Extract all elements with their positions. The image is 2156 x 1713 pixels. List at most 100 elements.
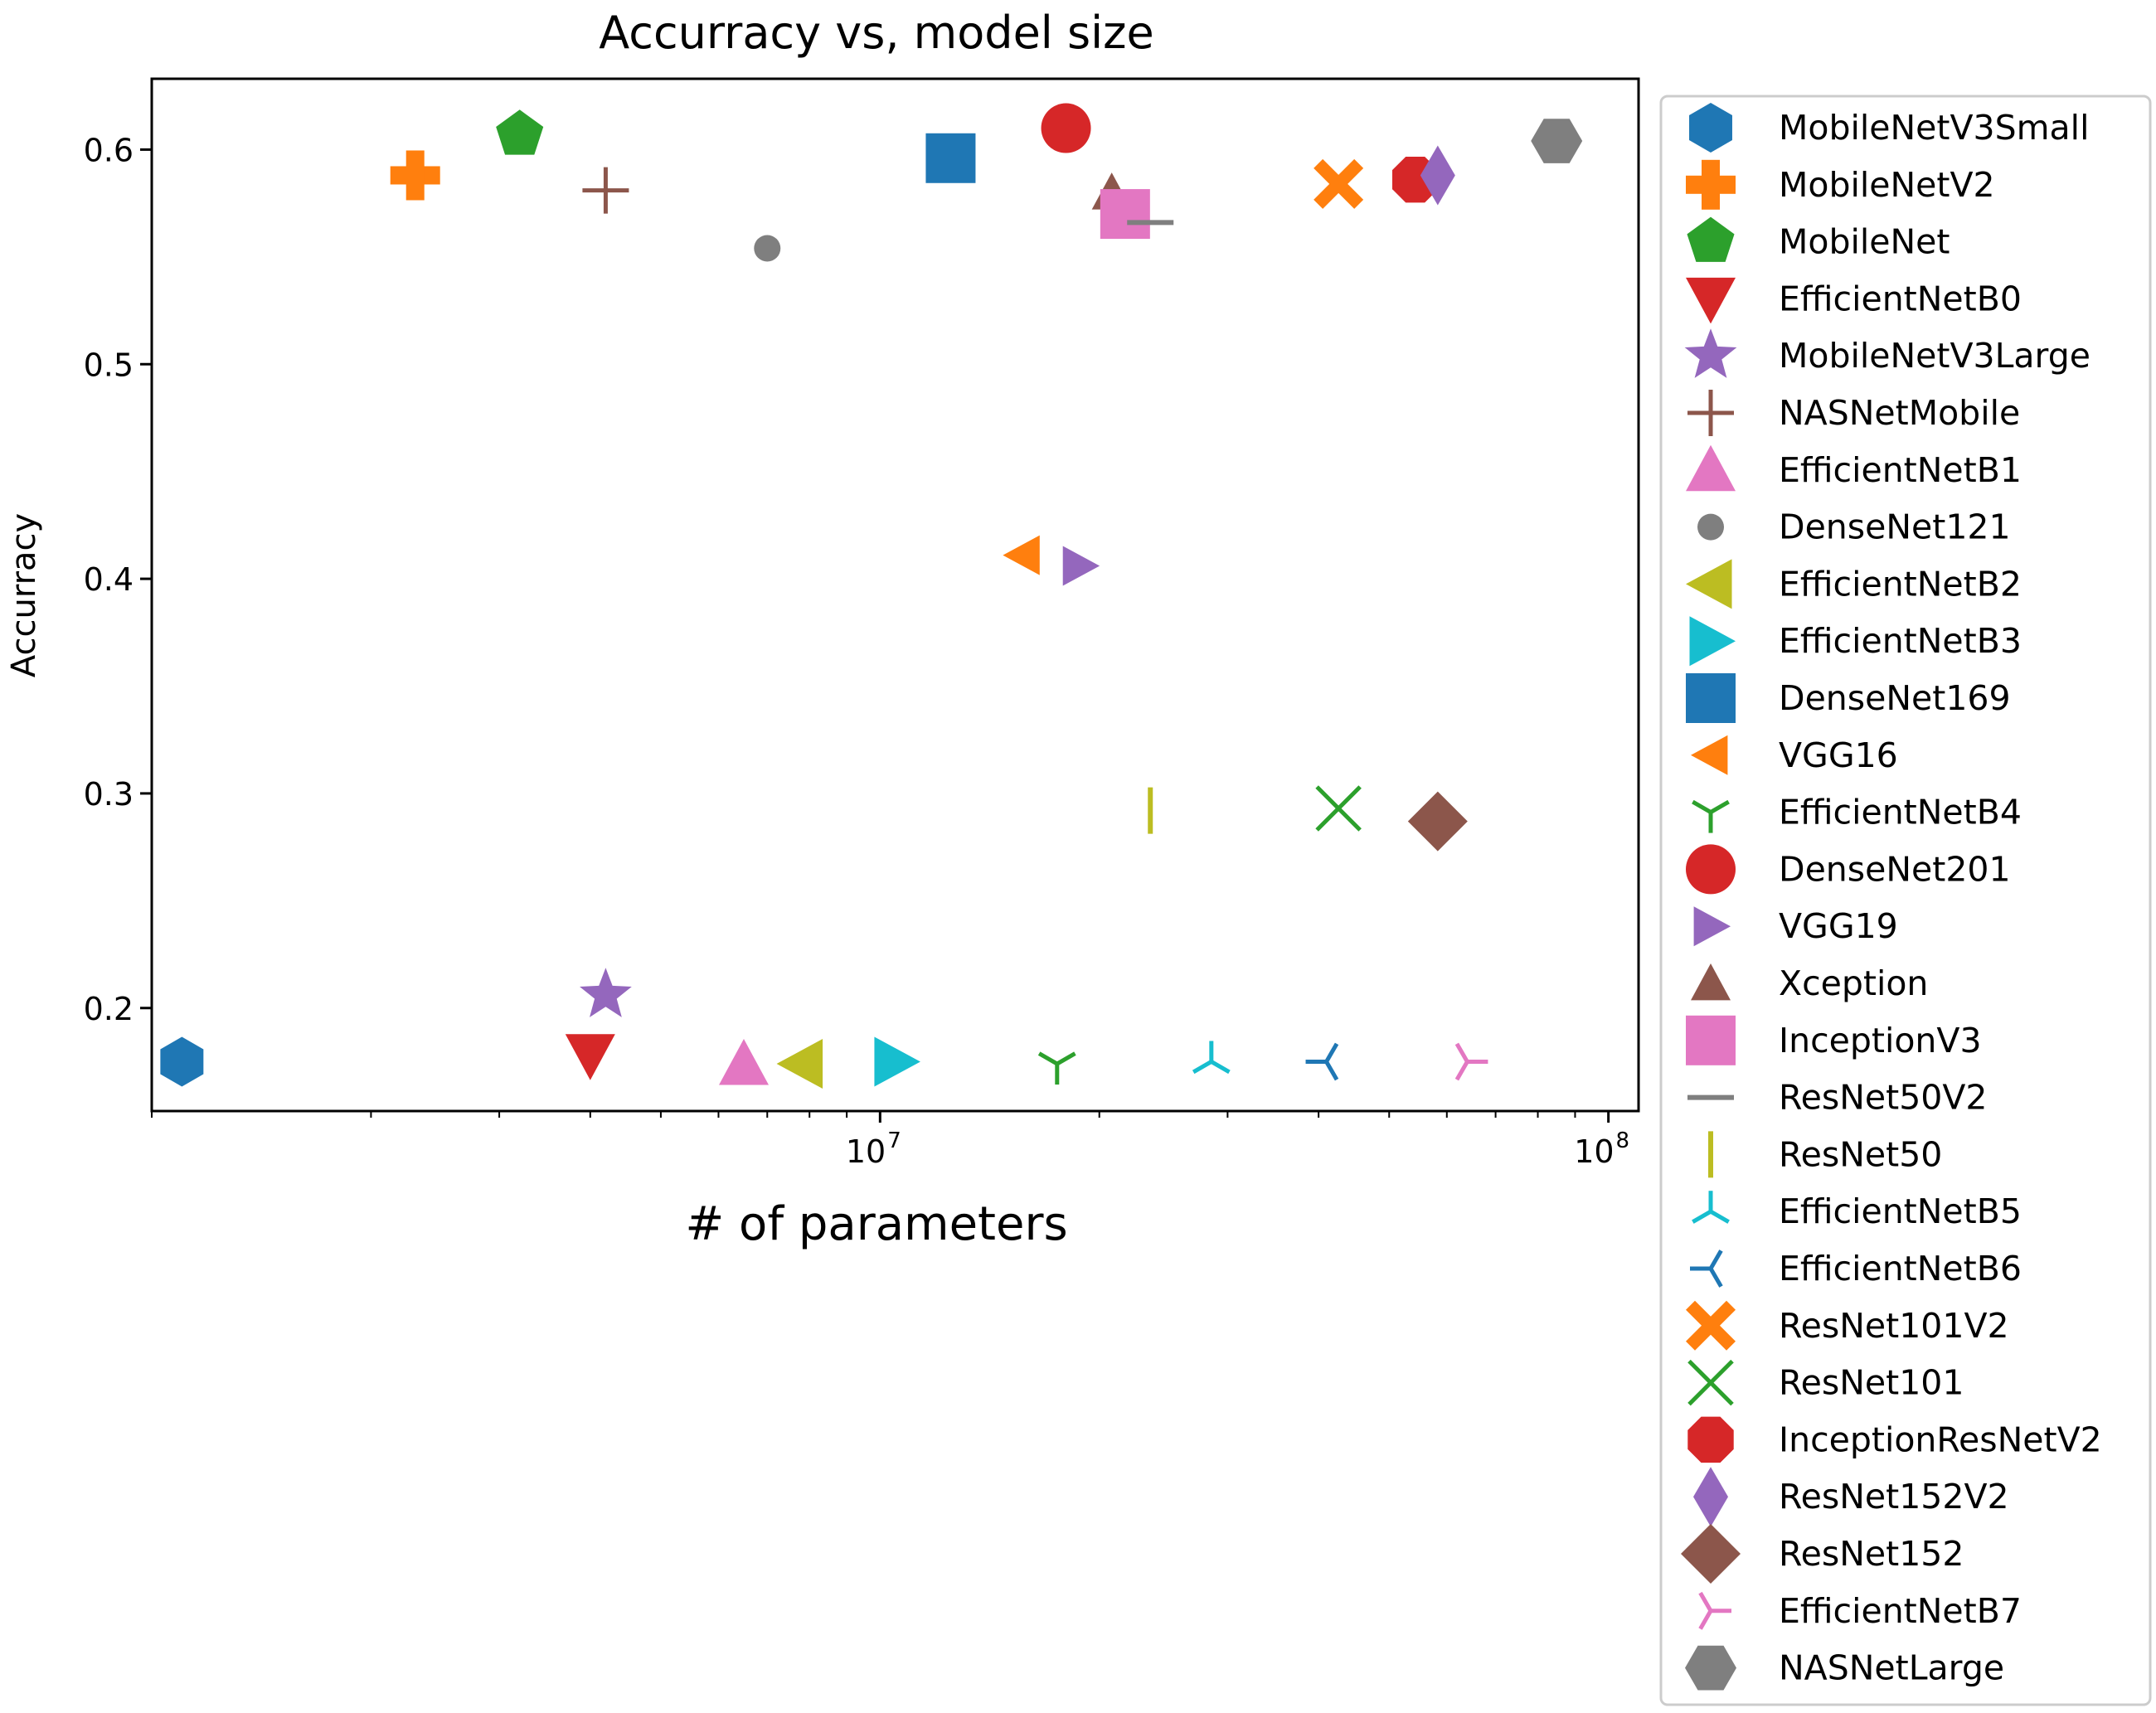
data-point bbox=[776, 1039, 823, 1089]
chart-title: Accurracy vs, model size bbox=[599, 7, 1153, 59]
legend-marker bbox=[1691, 735, 1728, 775]
legend-item: ResNet101V2 bbox=[1686, 1300, 2009, 1351]
legend-item: NASNetLarge bbox=[1685, 1645, 2004, 1691]
legend-marker bbox=[1689, 616, 1736, 667]
plot-area-frame bbox=[150, 77, 1640, 1113]
data-point bbox=[565, 1034, 615, 1080]
legend-marker bbox=[1697, 513, 1724, 541]
legend-item: EfficientNetB1 bbox=[1686, 444, 2022, 492]
legend-label: EfficientNetB7 bbox=[1779, 1591, 2022, 1631]
point-VGG19 bbox=[1062, 546, 1100, 586]
data-point bbox=[496, 109, 544, 155]
legend-label: InceptionV3 bbox=[1779, 1021, 1982, 1060]
data-point bbox=[925, 133, 976, 183]
legend-marker bbox=[1708, 1250, 1723, 1270]
legend-item: EfficientNetB7 bbox=[1698, 1591, 2022, 1631]
legend-label: EfficientNetB2 bbox=[1779, 564, 2022, 604]
legend-label: EfficientNetB6 bbox=[1779, 1249, 2022, 1288]
x-axis: 107 108 bbox=[151, 1111, 1629, 1170]
point-DenseNet201 bbox=[1041, 103, 1091, 153]
legend-marker bbox=[1686, 673, 1736, 723]
legend-item: EfficientNetB6 bbox=[1690, 1249, 2022, 1288]
point-EfficientNetB1 bbox=[719, 1039, 769, 1085]
legend-label: ResNet101V2 bbox=[1779, 1306, 2009, 1346]
legend-item: VGG19 bbox=[1693, 906, 1898, 947]
legend-marker bbox=[1686, 1300, 1736, 1351]
data-point bbox=[1531, 119, 1583, 163]
y-axis-label: Accurracy bbox=[5, 513, 43, 677]
data-point bbox=[1041, 103, 1091, 153]
data-point bbox=[1003, 535, 1040, 575]
legend-marker bbox=[1689, 103, 1732, 153]
legend-marker bbox=[1684, 328, 1737, 378]
legend-item: MobileNetV2 bbox=[1686, 159, 1995, 210]
legend-item: EfficientNetB2 bbox=[1686, 559, 2022, 609]
legend-label: Xception bbox=[1779, 963, 1928, 1003]
point-EfficientNetB2 bbox=[776, 1039, 823, 1089]
legend-marker bbox=[1692, 799, 1712, 814]
legend-marker bbox=[1693, 1467, 1728, 1527]
point-MobileNetV2 bbox=[390, 150, 440, 201]
data-point bbox=[874, 1036, 920, 1087]
data-point bbox=[1037, 1051, 1059, 1066]
data-points bbox=[160, 103, 1583, 1089]
point-ResNet152V2 bbox=[1420, 145, 1455, 206]
legend-marker bbox=[1693, 906, 1731, 947]
data-point bbox=[1314, 158, 1364, 209]
point-VGG16 bbox=[1003, 535, 1040, 575]
point-EfficientNetB4 bbox=[1037, 1051, 1076, 1085]
legend-item: ResNet152 bbox=[1681, 1524, 1964, 1584]
legend-label: ResNet152V2 bbox=[1779, 1477, 2009, 1516]
legend-label: MobileNetV3Large bbox=[1779, 336, 2090, 376]
legend-item: InceptionV3 bbox=[1686, 1015, 1982, 1065]
legend-label: EfficientNetB5 bbox=[1779, 1191, 2022, 1231]
data-point bbox=[1454, 1042, 1469, 1063]
legend-marker bbox=[1685, 1645, 1736, 1691]
point-DenseNet121 bbox=[754, 235, 781, 262]
legend-label: EfficientNetB4 bbox=[1779, 793, 2022, 832]
data-point bbox=[754, 235, 781, 262]
point-EfficientNetB0 bbox=[565, 1034, 615, 1080]
data-point bbox=[405, 150, 425, 201]
legend-label: VGG19 bbox=[1779, 906, 1898, 946]
legend-marker bbox=[1709, 1210, 1730, 1224]
legend-marker bbox=[1702, 159, 1720, 210]
legend-marker bbox=[1687, 1416, 1734, 1463]
legend-marker bbox=[1691, 963, 1731, 1001]
legend-label: ResNet101 bbox=[1779, 1363, 1964, 1403]
data-point bbox=[580, 968, 632, 1017]
legend-marker bbox=[1698, 1591, 1713, 1613]
legend-label: EfficientNetB3 bbox=[1779, 621, 2022, 661]
legend-marker bbox=[1686, 844, 1736, 895]
legend-marker bbox=[1709, 799, 1730, 814]
data-point bbox=[1407, 791, 1468, 852]
data-point bbox=[719, 1039, 769, 1085]
point-EfficientNetB6 bbox=[1305, 1042, 1339, 1081]
legend-marker bbox=[1698, 1609, 1713, 1630]
legend-item: MobileNetV3Small bbox=[1689, 103, 2089, 153]
data-point bbox=[1454, 1060, 1469, 1081]
legend-label: MobileNet bbox=[1779, 222, 1950, 262]
legend-label: EfficientNetB0 bbox=[1779, 279, 2022, 318]
legend-item: InceptionResNetV2 bbox=[1687, 1416, 2102, 1463]
legend-item: Xception bbox=[1691, 963, 1928, 1003]
legend-marker bbox=[1692, 1210, 1712, 1224]
legend-label: ResNet50V2 bbox=[1779, 1078, 1988, 1118]
x-tick-label: 107 bbox=[846, 1128, 901, 1170]
point-ResNet101 bbox=[1315, 785, 1362, 832]
legend-marker bbox=[1686, 444, 1736, 492]
legend-label: InceptionResNetV2 bbox=[1779, 1419, 2102, 1459]
legend-item: ResNet50 bbox=[1708, 1131, 1942, 1178]
legend-label: MobileNetV3Small bbox=[1779, 108, 2089, 148]
legend-item: DenseNet121 bbox=[1697, 507, 2011, 547]
point-ResNet101V2 bbox=[1314, 158, 1364, 209]
legend-label: ResNet152 bbox=[1779, 1534, 1964, 1574]
legend-box bbox=[1659, 95, 2152, 1706]
legend-item: ResNet101 bbox=[1687, 1359, 1964, 1406]
legend-label: EfficientNetB1 bbox=[1779, 450, 2022, 490]
legend-item: EfficientNetB3 bbox=[1689, 616, 2022, 667]
legend-marker bbox=[1681, 1524, 1741, 1584]
y-tick-label: 0.5 bbox=[84, 347, 134, 383]
legend-item: MobileNetV3Large bbox=[1684, 328, 2090, 378]
data-point bbox=[1420, 145, 1455, 206]
